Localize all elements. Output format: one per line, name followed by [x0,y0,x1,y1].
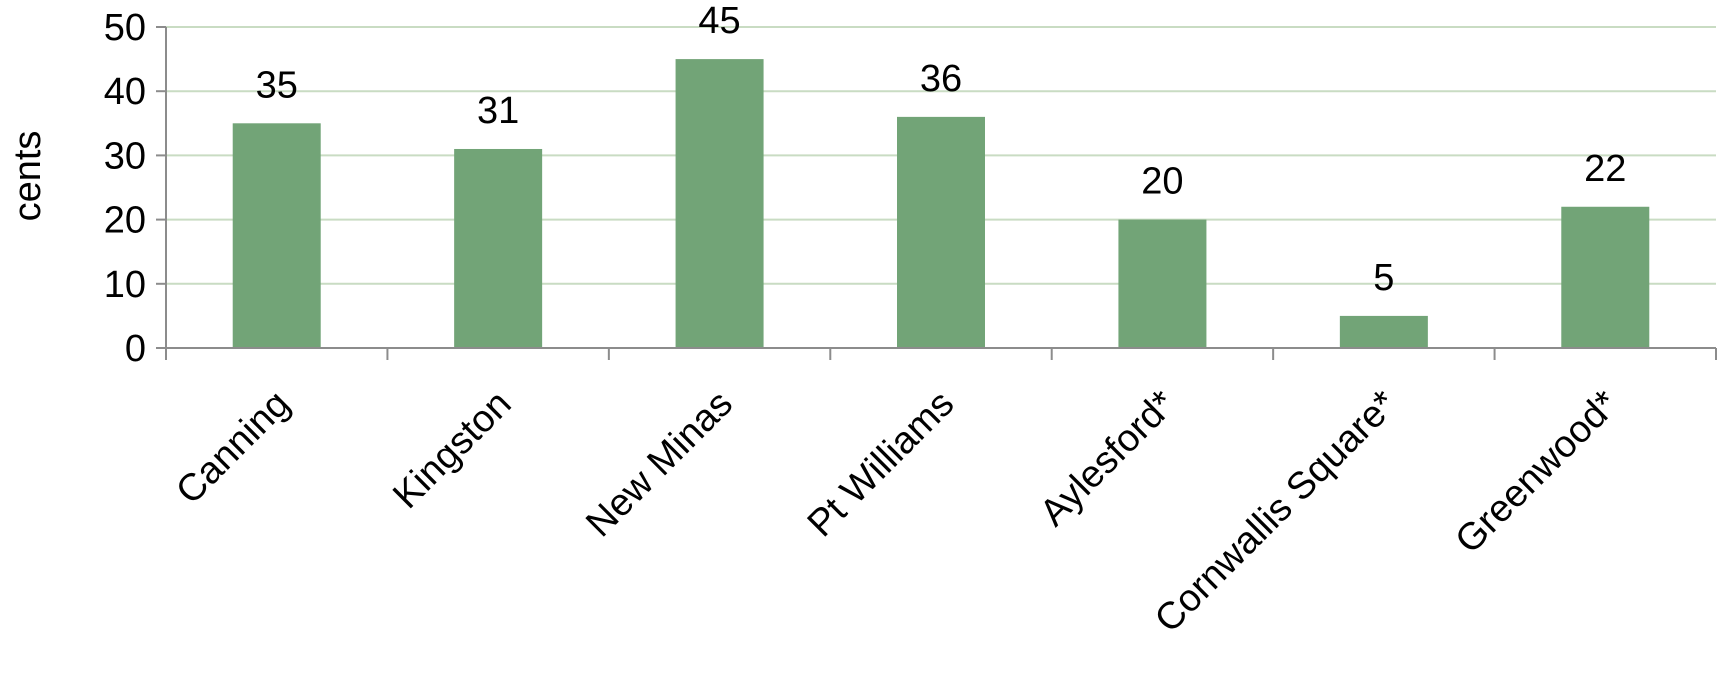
category-label: New Minas [578,383,741,546]
y-tick-label: 40 [104,71,146,113]
bar [1339,315,1428,348]
data-label: 31 [477,90,519,132]
data-label: 45 [698,0,740,42]
category-label: Greenwood* [1448,383,1627,562]
y-tick-label: 50 [104,7,146,49]
data-labels: 35 31 45 36 20 5 22 [256,0,1627,299]
data-label: 22 [1584,148,1626,190]
category-label: Pt Williams [800,383,963,546]
data-label: 20 [1141,161,1183,203]
category-label: Cornwallis Square* [1147,383,1405,641]
bar [1118,219,1207,348]
bar [454,148,543,348]
category-label: Canning [168,383,298,513]
data-label: 36 [920,58,962,100]
data-label: 35 [256,64,298,106]
bar [675,59,764,348]
y-tick-labels: 0 10 20 30 40 50 [104,7,146,370]
data-label: 5 [1373,257,1394,299]
y-tick-label: 0 [125,328,146,370]
category-labels: Canning Kingston New Minas Pt Williams Ayles… [168,383,1627,641]
bar [232,123,321,348]
category-label: Aylesford* [1032,383,1184,535]
bar [897,116,985,348]
y-tick-label: 20 [104,200,146,242]
y-tick-label: 10 [104,264,146,306]
y-tick-label: 30 [104,135,146,177]
bars [232,59,1650,348]
category-label: Kingston [385,383,519,517]
bar [1561,206,1650,348]
axes [156,26,1717,360]
y-axis-title: cents [7,131,49,222]
